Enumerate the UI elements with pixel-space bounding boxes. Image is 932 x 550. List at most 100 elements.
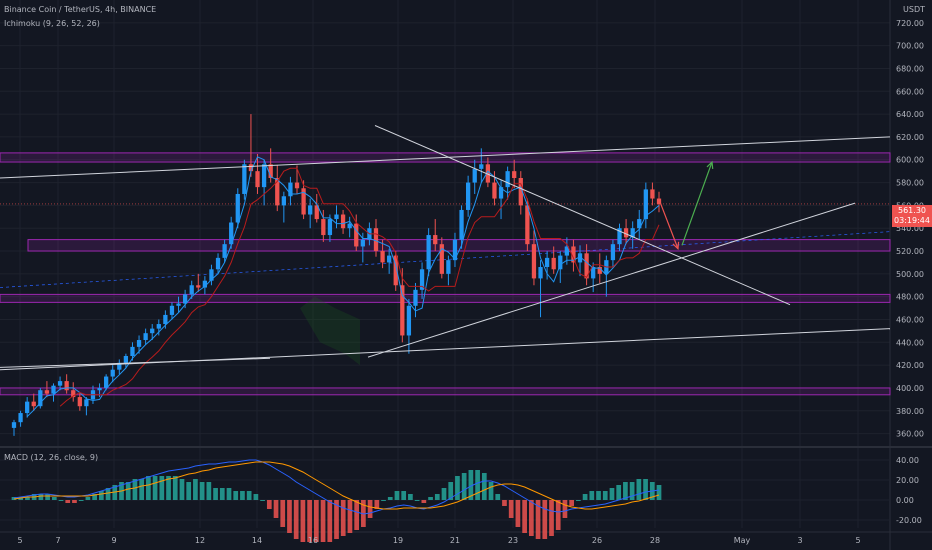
- candle-body: [18, 413, 23, 423]
- candle-body: [301, 188, 306, 215]
- zone-rect: [0, 387, 891, 396]
- trendline: [367, 202, 856, 358]
- trendline: [0, 357, 271, 368]
- ichimoku-cloud: [300, 296, 360, 366]
- price-tick-label: 440.00: [896, 338, 924, 347]
- macd-histogram-bar: [253, 494, 259, 500]
- candle-body: [446, 260, 451, 274]
- macd-histogram-bar: [488, 482, 494, 500]
- price-tick-label: 400.00: [896, 384, 924, 393]
- candle-body: [268, 164, 273, 178]
- macd-histogram-bar: [307, 500, 312, 542]
- macd-histogram-bar: [280, 500, 286, 527]
- candle-body: [459, 209, 464, 240]
- candle-body: [538, 267, 543, 279]
- candle-body: [512, 171, 517, 178]
- candle-body: [169, 305, 175, 315]
- macd-histogram-bar: [374, 500, 380, 509]
- macd-histogram-bar: [555, 500, 561, 530]
- price-tick-label: 460.00: [896, 315, 924, 324]
- macd-histogram-bar: [146, 476, 151, 500]
- macd-histogram-bar: [139, 479, 145, 500]
- candle-body: [623, 228, 629, 238]
- macd-histogram-bar: [448, 482, 454, 500]
- macd-histogram-bar: [313, 500, 319, 542]
- macd-histogram-bar: [508, 500, 514, 518]
- macd-histogram-bar: [179, 479, 185, 500]
- candle-body: [123, 356, 129, 363]
- macd-axis: 40.00 20.00 0.00 -20.00: [896, 456, 922, 525]
- price-tick-label: 380.00: [896, 407, 924, 416]
- macd-histogram-bar: [394, 491, 400, 500]
- macd-histogram-bar: [542, 500, 548, 539]
- macd-histogram-bar: [25, 497, 30, 500]
- candle-body: [479, 164, 484, 169]
- candle-body: [117, 362, 122, 370]
- down-arrow-head: [672, 241, 680, 251]
- macd-legend[interactable]: MACD (12, 26, close, 9): [4, 453, 99, 462]
- price-tick-label: 520.00: [896, 247, 924, 256]
- macd-histogram-bar: [495, 494, 501, 500]
- candle-body: [485, 164, 491, 183]
- candle-body: [31, 401, 36, 407]
- macd-histogram-bar: [260, 500, 265, 501]
- macd-histogram-bar: [354, 500, 360, 530]
- kumo-cloud: [300, 296, 360, 366]
- macd-histogram-bar: [72, 500, 77, 503]
- candle-body: [525, 205, 530, 245]
- candle-body: [156, 324, 161, 329]
- macd-histogram-bar: [98, 491, 104, 500]
- currency-label: USDT: [903, 5, 925, 14]
- price-tick-label: 600.00: [896, 156, 924, 165]
- macd-histogram-bar: [287, 500, 292, 533]
- macd-histogram-bar: [320, 500, 326, 542]
- time-tick-label: 3: [797, 536, 802, 545]
- candle-body: [373, 228, 379, 252]
- macd-histogram-bar: [327, 500, 333, 542]
- macd-histogram-bar: [549, 500, 554, 536]
- candle-body: [97, 387, 102, 391]
- candle-body: [387, 255, 392, 263]
- candle-body: [104, 376, 109, 388]
- candle-body: [531, 244, 537, 279]
- ichimoku-lines: [26, 156, 660, 417]
- macd-histogram-bar: [387, 497, 393, 500]
- macd-histogram-bar: [602, 491, 608, 500]
- trendline: [374, 125, 791, 306]
- price-tick-label: 700.00: [896, 42, 924, 51]
- ichimoku-legend[interactable]: Ichimoku (9, 26, 52, 26): [4, 19, 100, 28]
- macd-histogram-bar: [609, 488, 615, 500]
- candle-body: [433, 235, 438, 245]
- macd-histogram-bar: [240, 491, 245, 500]
- candle-body: [571, 246, 576, 263]
- candle-body: [637, 219, 642, 229]
- candle-body: [617, 228, 622, 245]
- macd-histogram-bar: [455, 476, 460, 500]
- macd-histogram-bar: [401, 491, 407, 500]
- macd-histogram-bar: [85, 497, 91, 500]
- macd-histogram-bar: [629, 482, 635, 500]
- macd-histogram-bar: [226, 488, 232, 500]
- macd-histogram-bar: [199, 482, 205, 500]
- candle-body: [130, 346, 135, 356]
- candle-body: [577, 253, 583, 263]
- zone-rect: [0, 293, 891, 303]
- candle-body: [288, 182, 293, 197]
- bar-countdown: 03:19:44: [894, 216, 930, 225]
- macd-histogram-bar: [623, 482, 628, 500]
- macd-histogram-bar: [475, 470, 480, 500]
- macd-histogram-bar: [51, 497, 57, 500]
- macd-histogram-bar: [105, 488, 111, 500]
- macd-histogram-bar: [219, 488, 225, 500]
- candle-body: [610, 244, 616, 261]
- macd-histogram-bar: [596, 491, 601, 500]
- candle-body: [498, 187, 504, 199]
- macd-line: [13, 459, 660, 515]
- candle-body: [235, 193, 240, 223]
- candle-body: [209, 269, 214, 281]
- up-arrow: [681, 161, 713, 246]
- candle-body: [143, 333, 148, 341]
- candle-body: [275, 178, 280, 206]
